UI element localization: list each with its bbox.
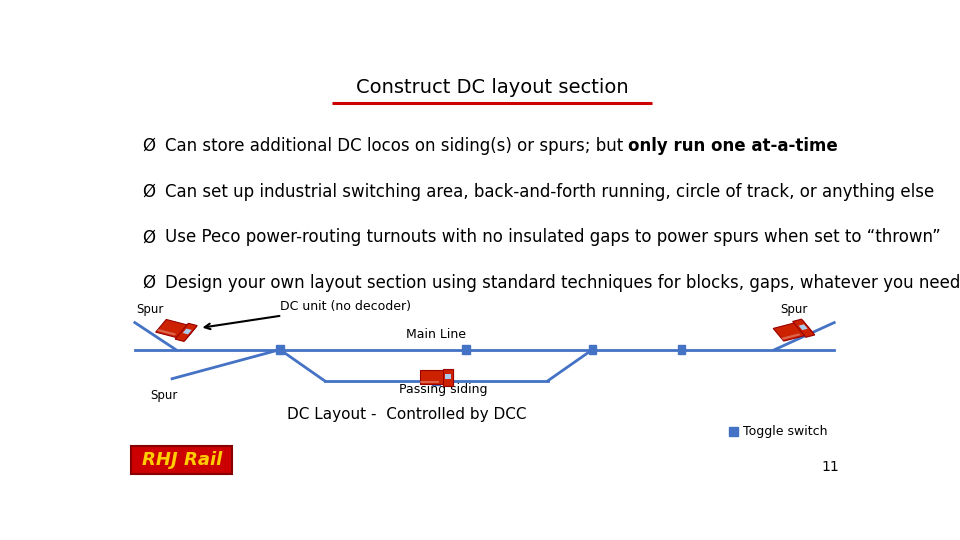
FancyBboxPatch shape — [156, 320, 196, 340]
Text: Spur: Spur — [136, 302, 164, 315]
Text: RHJ Rail: RHJ Rail — [142, 451, 222, 469]
Bar — [156, 329, 176, 335]
Text: 11: 11 — [822, 461, 839, 475]
Bar — [588, 345, 596, 354]
Bar — [729, 427, 737, 436]
Text: Passing siding: Passing siding — [399, 383, 488, 396]
FancyBboxPatch shape — [132, 446, 231, 474]
FancyBboxPatch shape — [420, 370, 452, 384]
Bar — [420, 381, 440, 383]
Text: Spur: Spur — [780, 302, 807, 315]
Text: Ø: Ø — [142, 228, 156, 246]
Bar — [678, 345, 685, 354]
Text: Main Line: Main Line — [406, 328, 467, 341]
Text: Design your own layout section using standard techniques for blocks, gaps, whate: Design your own layout section using sta… — [165, 274, 960, 292]
Bar — [182, 328, 192, 334]
Bar — [463, 345, 469, 354]
Text: DC unit (no decoder): DC unit (no decoder) — [280, 300, 411, 313]
Bar — [799, 325, 807, 330]
Text: Ø: Ø — [142, 274, 156, 292]
Text: Ø: Ø — [142, 183, 156, 201]
Text: Use Peco power-routing turnouts with no insulated gaps to power spurs when set t: Use Peco power-routing turnouts with no … — [165, 228, 941, 246]
FancyBboxPatch shape — [175, 323, 197, 341]
FancyBboxPatch shape — [443, 369, 452, 386]
Text: Construct DC layout section: Construct DC layout section — [356, 78, 628, 97]
Text: Can store additional DC locos on siding(s) or spurs; but: Can store additional DC locos on siding(… — [165, 137, 628, 155]
Text: Ø: Ø — [142, 137, 156, 155]
Bar — [432, 376, 440, 386]
Bar — [781, 333, 801, 340]
Text: DC Layout -  Controlled by DCC: DC Layout - Controlled by DCC — [287, 407, 526, 422]
FancyBboxPatch shape — [773, 321, 813, 341]
Text: Toggle switch: Toggle switch — [743, 425, 828, 438]
Text: only run one at-a-time: only run one at-a-time — [628, 137, 838, 155]
Text: Can set up industrial switching area, back-and-forth running, circle of track, o: Can set up industrial switching area, ba… — [165, 183, 934, 201]
Bar — [276, 345, 284, 354]
Text: Spur: Spur — [150, 389, 178, 402]
FancyBboxPatch shape — [793, 319, 815, 338]
Bar — [445, 374, 451, 379]
